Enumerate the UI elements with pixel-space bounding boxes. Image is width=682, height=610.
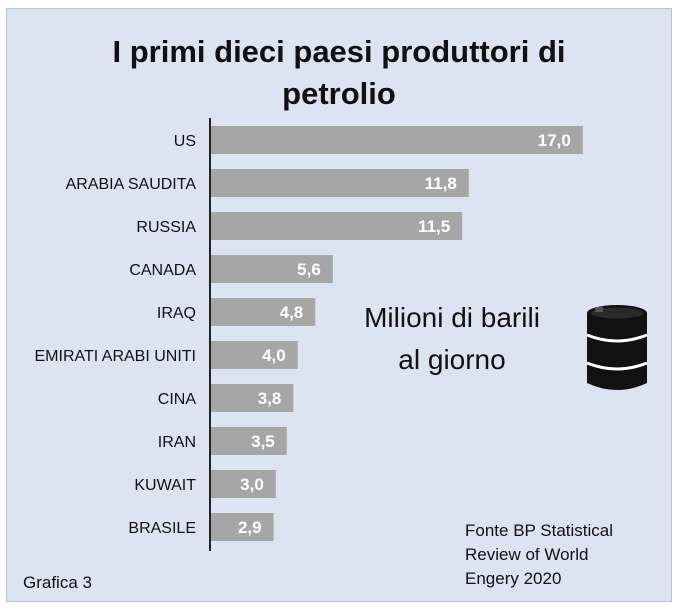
oil-barrel-icon: [586, 305, 648, 390]
figure-label: Grafica 3: [23, 573, 92, 592]
category-label-1: ARABIA SAUDITA: [66, 176, 197, 193]
value-label-0: 17,0: [538, 131, 571, 150]
bar-3: [210, 255, 333, 283]
category-label-6: CINA: [158, 391, 197, 408]
bar-2: [210, 212, 463, 240]
value-label-4: 4,8: [280, 303, 304, 322]
value-label-6: 3,8: [258, 389, 282, 408]
unit-annotation-line-2: al giorno: [398, 344, 506, 375]
category-label-8: KUWAIT: [134, 477, 196, 494]
bar-1: [210, 169, 469, 197]
chart-frame: I primi dieci paesi produttori di petrol…: [6, 8, 672, 602]
category-label-7: IRAN: [158, 434, 196, 451]
bar-chart: US 17,0 ARABIA SAUDITA 11,8 RUSSIA 11,5 CANADA…: [35, 118, 583, 551]
chart-title: I primi dieci paesi produttori di petrol…: [7, 31, 671, 115]
source-note: Fonte BP Statistical Review of World Eng…: [465, 519, 613, 591]
source-line-2: Review of World: [465, 545, 589, 564]
bar-8: [210, 470, 276, 498]
chart-title-line-2: petrolio: [282, 76, 396, 111]
bar-5: [210, 341, 298, 369]
bar-0: [210, 126, 583, 154]
bar-4: [210, 298, 316, 326]
chart-title-line-1: I primi dieci paesi produttori di: [112, 34, 566, 69]
unit-annotation: Milioni di barili al giorno: [337, 297, 567, 381]
source-line-3: Engery 2020: [465, 569, 562, 588]
value-label-3: 5,6: [297, 260, 321, 279]
value-label-8: 3,0: [240, 475, 264, 494]
category-label-9: BRASILE: [128, 520, 196, 537]
value-label-5: 4,0: [262, 346, 286, 365]
bar-7: [210, 427, 287, 455]
source-line-1: Fonte BP Statistical: [465, 521, 614, 540]
category-label-4: IRAQ: [157, 305, 196, 322]
bar-6: [210, 384, 294, 412]
unit-annotation-line-1: Milioni di barili: [364, 302, 540, 333]
value-label-9: 2,9: [238, 518, 262, 537]
value-label-7: 3,5: [251, 432, 275, 451]
category-label-5: EMIRATI ARABI UNITI: [35, 348, 197, 365]
category-label-3: CANADA: [129, 262, 196, 279]
value-label-2: 11,5: [418, 217, 450, 236]
category-label-0: US: [174, 133, 196, 150]
value-label-1: 11,8: [425, 174, 457, 193]
category-label-2: RUSSIA: [136, 219, 196, 236]
bar-9: [210, 513, 274, 541]
